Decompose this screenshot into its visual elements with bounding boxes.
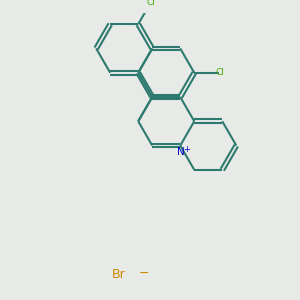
Text: Cl: Cl: [146, 0, 155, 7]
Text: N: N: [177, 147, 184, 158]
Text: +: +: [183, 145, 190, 154]
Text: Cl: Cl: [215, 68, 224, 77]
Text: −: −: [139, 266, 149, 279]
Text: Br: Br: [112, 268, 125, 281]
